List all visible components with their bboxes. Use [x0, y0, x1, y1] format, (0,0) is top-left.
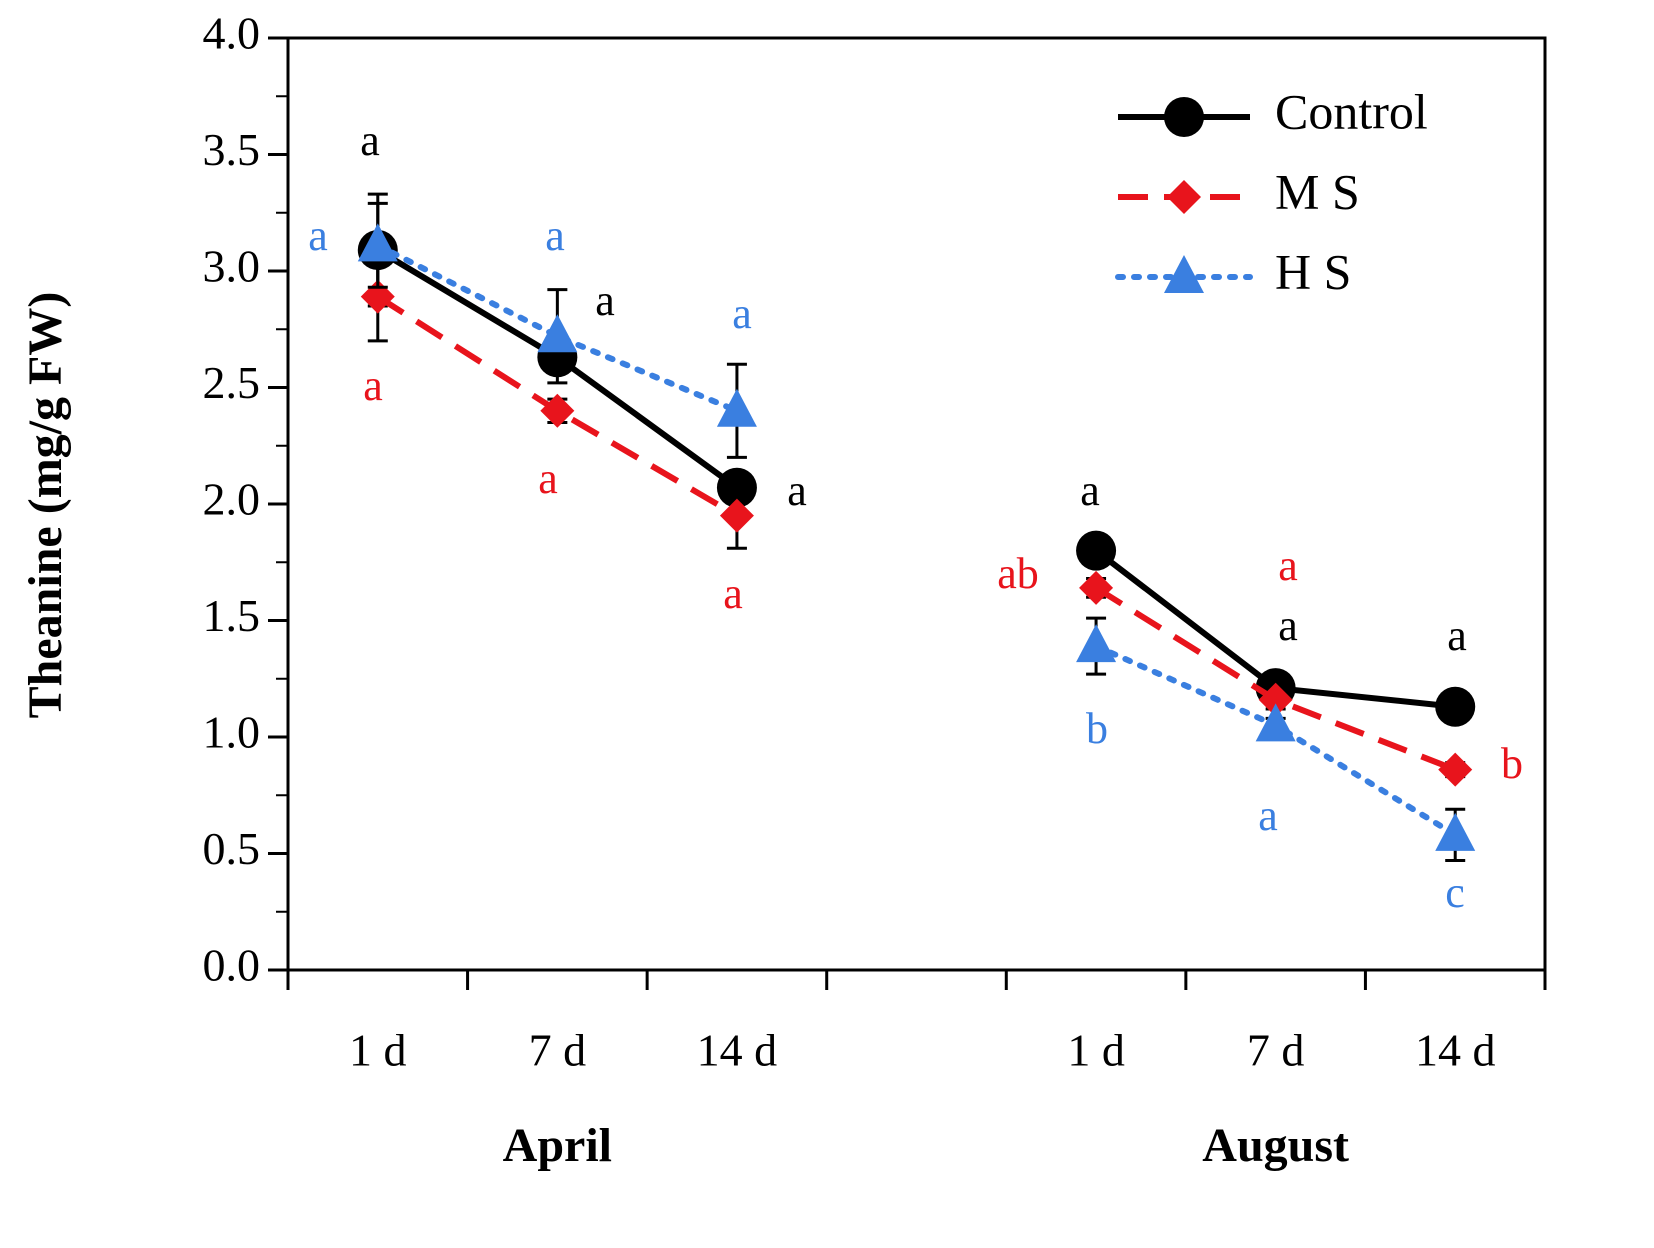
data-point — [1435, 812, 1476, 851]
significance-letter: a — [732, 289, 752, 338]
significance-letter: c — [1445, 868, 1465, 917]
data-point — [1438, 752, 1473, 787]
legend-marker — [1164, 97, 1204, 137]
y-tick-label: 3.5 — [203, 124, 261, 175]
significance-letter: a — [1258, 791, 1278, 840]
significance-letter: a — [1080, 466, 1100, 515]
data-point — [540, 393, 575, 428]
data-point — [1076, 530, 1117, 571]
data-point — [1076, 624, 1117, 663]
x-tick-label: 1 d — [349, 1025, 407, 1076]
x-tick-label: 14 d — [1415, 1025, 1496, 1076]
significance-letter: a — [595, 276, 615, 325]
legend-label: M S — [1275, 163, 1360, 219]
legend-label: H S — [1275, 243, 1351, 299]
y-tick-label: 4.0 — [203, 8, 261, 59]
significance-letter: a — [1447, 611, 1467, 660]
x-group-label: August — [1202, 1119, 1349, 1172]
significance-letter: ab — [997, 549, 1039, 598]
data-point — [537, 314, 578, 353]
significance-letter: b — [1501, 739, 1523, 788]
data-point — [1258, 682, 1293, 717]
significance-letter: a — [787, 466, 807, 515]
x-tick-label: 1 d — [1067, 1025, 1125, 1076]
data-point — [357, 223, 398, 262]
legend-marker — [1167, 180, 1201, 214]
significance-letter: a — [363, 361, 383, 410]
y-tick-label: 2.5 — [203, 357, 261, 408]
y-axis-label: Theanine (mg/g FW) — [19, 292, 72, 719]
y-tick-label: 1.0 — [203, 707, 261, 758]
significance-letter: a — [1278, 541, 1298, 590]
data-point — [1255, 703, 1296, 742]
x-tick-label: 7 d — [529, 1025, 587, 1076]
significance-letter: a — [545, 211, 565, 260]
x-tick-label: 14 d — [697, 1025, 778, 1076]
series-line — [376, 294, 1457, 773]
y-tick-label: 0.5 — [203, 823, 261, 874]
y-tick-label: 2.0 — [203, 474, 261, 525]
data-point — [716, 388, 757, 427]
y-tick-label: 0.0 — [203, 940, 261, 991]
significance-letter: b — [1086, 704, 1108, 753]
legend-label: Control — [1275, 83, 1428, 139]
significance-letter: a — [308, 211, 328, 260]
data-point — [1435, 686, 1476, 727]
significance-letter: a — [538, 454, 558, 503]
y-tick-label: 3.0 — [203, 241, 261, 292]
data-point — [1079, 570, 1114, 605]
significance-letter: a — [1278, 601, 1298, 650]
y-tick-label: 1.5 — [203, 590, 261, 641]
data-point — [719, 498, 754, 533]
x-group-label: April — [503, 1119, 612, 1172]
significance-letter: a — [360, 116, 380, 165]
legend-marker — [1164, 255, 1204, 293]
x-tick-label: 7 d — [1247, 1025, 1305, 1076]
significance-letter: a — [723, 569, 743, 618]
